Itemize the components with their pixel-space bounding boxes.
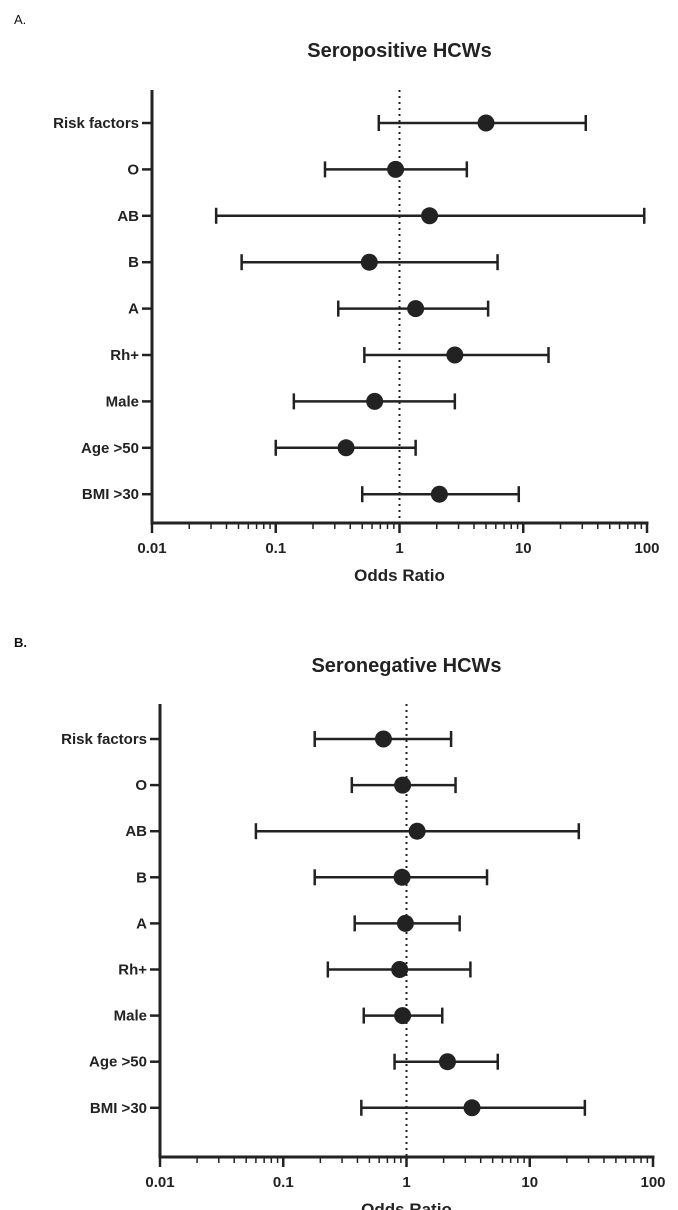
x-tick-label: 0.01 — [145, 1174, 174, 1191]
x-tick-label: 100 — [640, 1174, 665, 1191]
x-tick-label: 1 — [402, 1174, 410, 1191]
panel-label: A. — [14, 12, 27, 27]
category-label: Age >50 — [81, 440, 139, 457]
odds-ratio-point — [337, 439, 355, 457]
category-label: AB — [117, 208, 139, 225]
category-label: A — [128, 301, 139, 318]
x-tick-label: 1 — [395, 540, 403, 557]
category-label: Risk factors — [53, 115, 139, 132]
category-label: AB — [125, 823, 147, 840]
odds-ratio-point — [366, 392, 384, 410]
category-label: O — [135, 777, 147, 794]
odds-ratio-point — [438, 1053, 456, 1071]
category-label: Rh+ — [110, 347, 139, 364]
odds-ratio-point — [463, 1099, 481, 1117]
odds-ratio-point — [394, 776, 412, 794]
x-tick-label: 0.1 — [265, 540, 286, 557]
odds-ratio-point — [407, 300, 425, 318]
odds-ratio-point — [393, 868, 411, 886]
odds-ratio-point — [421, 207, 439, 225]
category-label: Age >50 — [89, 1054, 147, 1071]
category-label: B — [136, 869, 147, 886]
category-label: Male — [106, 393, 139, 410]
chart-title: Seropositive HCWs — [307, 40, 491, 62]
odds-ratio-point — [360, 253, 378, 271]
category-label: Male — [114, 1008, 147, 1025]
category-label: Rh+ — [118, 962, 147, 979]
odds-ratio-point — [391, 961, 409, 978]
x-tick-label: 10 — [515, 540, 532, 557]
panel-a: A. Seropositive HCWs 0.01 0.1 1 10 100 Odds Ra… — [14, 12, 660, 585]
odds-ratio-point — [396, 914, 414, 932]
panel-label: B. — [14, 635, 27, 650]
x-axis-title: Odds Ratio — [354, 566, 445, 585]
odds-ratio-point — [387, 160, 405, 178]
category-label: B — [128, 254, 139, 271]
forest-plot-seropositive: Seropositive HCWs 0.01 0.1 1 10 100 Odds Ratio… — [53, 40, 659, 585]
odds-ratio-point — [446, 346, 464, 364]
x-axis-title: Odds Ratio — [361, 1200, 452, 1210]
x-tick-label: 0.01 — [137, 540, 166, 557]
odds-ratio-point — [394, 1007, 412, 1025]
odds-ratio-point — [477, 114, 495, 132]
category-label: BMI >30 — [82, 486, 139, 503]
category-label: O — [127, 161, 139, 178]
odds-ratio-point — [430, 485, 448, 503]
x-tick-label: 0.1 — [273, 1174, 294, 1191]
panel-b: B. Seronegative HCWs 0.01 0.1 1 10 100 Odds Ra… — [0, 605, 678, 1210]
category-label: Risk factors — [61, 731, 147, 748]
x-tick-label: 100 — [634, 540, 659, 557]
forest-plot-seronegative: Seronegative HCWs 0.01 0.1 1 10 100 Odds Ratio… — [61, 655, 665, 1210]
chart-title: Seronegative HCWs — [311, 655, 501, 677]
odds-ratio-point — [408, 822, 426, 840]
odds-ratio-point — [374, 730, 392, 748]
x-tick-label: 10 — [521, 1174, 538, 1191]
category-label: BMI >30 — [90, 1100, 147, 1117]
category-label: A — [136, 915, 147, 932]
